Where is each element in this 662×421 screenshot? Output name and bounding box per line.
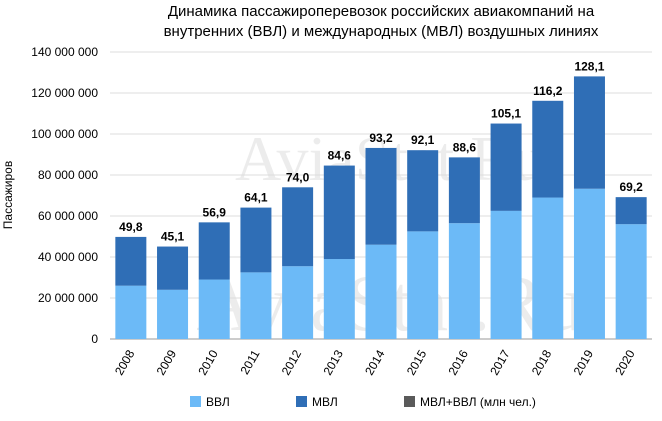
x-tick-label: 2020 bbox=[612, 347, 638, 377]
total-label: 84,6 bbox=[328, 149, 352, 163]
bar bbox=[157, 289, 189, 339]
chart-title: внутренних (ВВЛ) и международных (МВЛ) в… bbox=[164, 23, 599, 40]
bar bbox=[448, 157, 480, 224]
bar bbox=[365, 147, 397, 245]
total-label: 64,1 bbox=[244, 191, 268, 205]
bar bbox=[407, 231, 439, 339]
y-tick-label: 40 000 000 bbox=[38, 250, 98, 264]
x-tick-label: 2009 bbox=[154, 347, 180, 377]
x-tick-label: 2010 bbox=[195, 347, 221, 377]
x-tick-label: 2016 bbox=[446, 347, 472, 377]
bar bbox=[198, 279, 230, 339]
y-tick-label: 140 000 000 bbox=[31, 45, 98, 59]
bar bbox=[490, 210, 522, 339]
x-tick-label: 2014 bbox=[362, 347, 388, 377]
total-label: 128,1 bbox=[574, 59, 604, 73]
y-tick-label: 80 000 000 bbox=[38, 168, 98, 182]
bar bbox=[615, 224, 647, 339]
x-tick-label: 2008 bbox=[112, 347, 138, 377]
y-tick-label: 60 000 000 bbox=[38, 209, 98, 223]
total-label: 116,2 bbox=[533, 84, 563, 98]
bar bbox=[407, 150, 439, 232]
bar bbox=[323, 259, 355, 339]
total-label: 49,8 bbox=[119, 220, 143, 234]
y-axis-label: Пассажиров bbox=[1, 161, 15, 229]
bar bbox=[573, 188, 605, 339]
x-tick-label: 2018 bbox=[529, 347, 555, 377]
legend-label: ВВЛ bbox=[206, 395, 230, 409]
legend-swatch bbox=[296, 396, 307, 407]
total-label: 105,1 bbox=[491, 107, 521, 121]
bar bbox=[115, 285, 147, 339]
y-tick-label: 100 000 000 bbox=[31, 127, 98, 141]
bar bbox=[282, 266, 314, 339]
legend-swatch bbox=[190, 396, 201, 407]
total-label: 69,2 bbox=[619, 180, 643, 194]
total-label: 74,0 bbox=[286, 170, 310, 184]
chart-title: Динамика пассажироперевозок российских а… bbox=[168, 3, 595, 20]
legend-swatch bbox=[404, 396, 415, 407]
bar bbox=[323, 165, 355, 260]
x-tick-label: 2019 bbox=[571, 347, 597, 377]
bar bbox=[448, 223, 480, 339]
bar bbox=[532, 197, 564, 339]
x-tick-label: 2013 bbox=[320, 347, 346, 377]
bar bbox=[198, 222, 230, 280]
total-label: 45,1 bbox=[161, 230, 185, 244]
y-tick-label: 20 000 000 bbox=[38, 291, 98, 305]
total-label: 93,2 bbox=[369, 131, 393, 145]
y-tick-label: 120 000 000 bbox=[31, 86, 98, 100]
bar bbox=[615, 197, 647, 225]
x-tick-label: 2015 bbox=[404, 347, 430, 377]
total-label: 92,1 bbox=[411, 133, 435, 147]
total-label: 88,6 bbox=[453, 140, 477, 154]
legend-label: МВЛ bbox=[312, 395, 338, 409]
bar bbox=[240, 207, 272, 273]
bar bbox=[365, 244, 397, 339]
bar bbox=[490, 123, 522, 211]
y-tick-label: 0 bbox=[91, 332, 98, 346]
x-tick-label: 2017 bbox=[487, 347, 513, 377]
x-tick-label: 2011 bbox=[237, 347, 262, 377]
bar bbox=[282, 187, 314, 267]
bar bbox=[115, 236, 147, 286]
bar bbox=[573, 76, 605, 189]
bar bbox=[157, 246, 189, 290]
legend-label: МВЛ+ВВЛ (млн чел.) bbox=[420, 395, 536, 409]
total-label: 56,9 bbox=[203, 205, 227, 219]
bar bbox=[532, 100, 564, 198]
x-tick-label: 2012 bbox=[279, 347, 305, 377]
bar bbox=[240, 272, 272, 339]
